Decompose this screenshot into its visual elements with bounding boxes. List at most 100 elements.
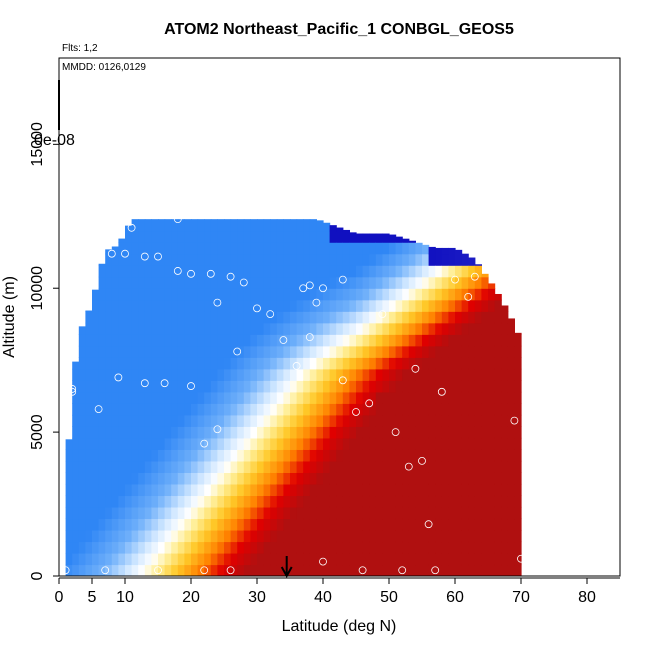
- heatmap-cell: [283, 357, 291, 370]
- heatmap-cell: [184, 230, 192, 243]
- heatmap-cell: [336, 449, 344, 462]
- heatmap-cell: [164, 495, 172, 508]
- heatmap-cell: [257, 276, 265, 289]
- heatmap-cell: [435, 541, 443, 554]
- heatmap-cell: [85, 437, 93, 450]
- heatmap-cell: [118, 276, 126, 289]
- heatmap-cell: [501, 483, 509, 497]
- heatmap-cell: [455, 426, 463, 439]
- heatmap-cell: [389, 541, 397, 554]
- heatmap-cell: [230, 334, 238, 347]
- heatmap-cell: [118, 437, 126, 450]
- heatmap-cell: [494, 437, 502, 450]
- sample-point: [114, 373, 123, 382]
- heatmap-cell: [111, 437, 119, 450]
- heatmap-cell: [72, 518, 80, 531]
- heatmap-cell: [395, 242, 403, 255]
- heatmap-cell: [428, 391, 436, 404]
- heatmap-cell: [78, 541, 86, 554]
- heatmap-cell: [191, 230, 199, 243]
- heatmap-cell: [144, 230, 152, 243]
- heatmap-cell: [296, 552, 304, 566]
- heatmap-cell: [408, 449, 416, 462]
- heatmap-cell: [263, 495, 271, 508]
- heatmap-cell: [158, 483, 166, 497]
- heatmap-cell: [461, 299, 469, 312]
- heatmap-cell: [356, 495, 364, 508]
- heatmap-cell: [395, 437, 403, 450]
- heatmap-cell: [494, 311, 502, 324]
- heatmap-cell: [151, 219, 159, 232]
- heatmap-cell: [303, 265, 311, 278]
- heatmap-cell: [369, 311, 377, 324]
- heatmap-cell: [98, 449, 106, 462]
- heatmap-cell: [323, 345, 331, 358]
- heatmap-cell: [217, 472, 225, 485]
- heatmap-cell: [105, 518, 113, 531]
- heatmap-cell: [158, 265, 166, 278]
- heatmap-cell: [349, 311, 357, 324]
- heatmap-cell: [435, 247, 443, 255]
- heatmap-cell: [118, 541, 126, 554]
- heatmap-cell: [111, 518, 119, 531]
- heatmap-cell: [131, 380, 139, 393]
- heatmap-cell: [481, 552, 489, 566]
- heatmap-cell: [257, 426, 265, 439]
- heatmap-cell: [224, 288, 232, 301]
- heatmap-cell: [303, 230, 311, 243]
- heatmap-cell: [342, 299, 350, 312]
- heatmap-cell: [276, 299, 284, 312]
- heatmap-cell: [217, 299, 225, 312]
- heatmap-cell: [230, 322, 238, 335]
- heatmap-cell: [402, 426, 410, 439]
- heatmap-cell: [184, 299, 192, 312]
- heatmap-cell: [494, 368, 502, 381]
- heatmap-cell: [362, 276, 370, 289]
- heatmap-cell: [474, 518, 482, 531]
- heatmap-cell: [131, 357, 139, 370]
- sample-point: [74, 246, 83, 255]
- heatmap-cell: [270, 449, 278, 462]
- heatmap-cell: [296, 460, 304, 473]
- heatmap-cell: [151, 529, 159, 543]
- heatmap-cell: [204, 518, 212, 531]
- heatmap-cell: [408, 357, 416, 370]
- heatmap-cell: [336, 242, 344, 255]
- heatmap-cell: [336, 299, 344, 312]
- heatmap-cell: [263, 276, 271, 289]
- heatmap-cell: [389, 460, 397, 473]
- heatmap-cell: [402, 265, 410, 278]
- heatmap-cell: [461, 437, 469, 450]
- heatmap-cell: [501, 564, 509, 576]
- heatmap-cell: [349, 495, 357, 508]
- heatmap-cell: [85, 357, 93, 370]
- heatmap-cell: [342, 449, 350, 462]
- heatmap-cell: [171, 564, 179, 576]
- heatmap-cell: [243, 541, 251, 554]
- heatmap-cell: [257, 288, 265, 301]
- heatmap-cell: [191, 322, 199, 335]
- heatmap-cell: [428, 253, 436, 266]
- heatmap-cell: [342, 403, 350, 416]
- heatmap-cell: [118, 288, 126, 301]
- sample-point: [523, 448, 532, 457]
- heatmap-cell: [507, 552, 515, 566]
- heatmap-cell: [435, 552, 443, 566]
- heatmap-cell: [402, 322, 410, 335]
- heatmap-cell: [217, 253, 225, 266]
- heatmap-cell: [210, 552, 218, 566]
- heatmap-cell: [263, 380, 271, 393]
- heatmap-cell: [224, 414, 232, 427]
- heatmap-cell: [105, 265, 113, 278]
- heatmap-cell: [501, 380, 509, 393]
- heatmap-cell: [217, 322, 225, 335]
- heatmap-cell: [276, 506, 284, 520]
- heatmap-cell: [144, 437, 152, 450]
- heatmap-cell: [290, 391, 298, 404]
- heatmap-cell: [257, 219, 265, 232]
- heatmap-cell: [191, 334, 199, 347]
- heatmap-cell: [78, 460, 86, 473]
- heatmap-cell: [118, 426, 126, 439]
- heatmap-cell: [78, 472, 86, 485]
- heatmap-cell: [230, 460, 238, 473]
